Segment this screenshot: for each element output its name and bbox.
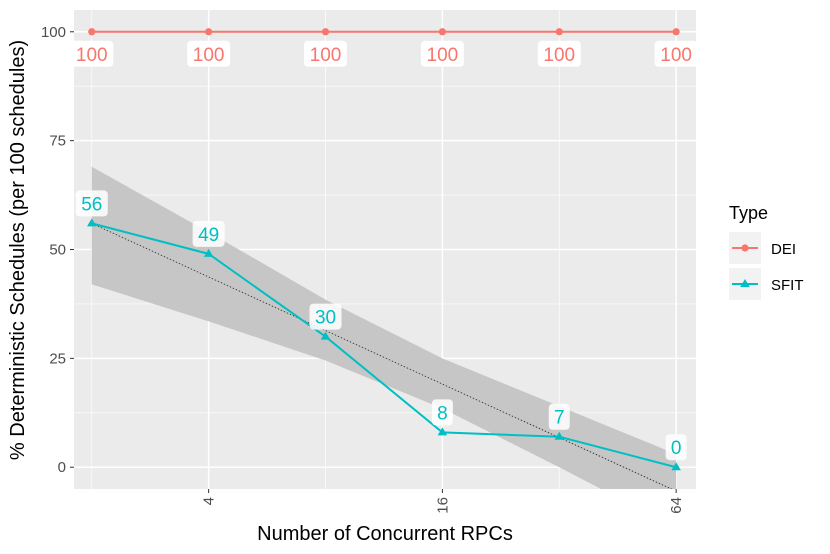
dei-data-label: 100	[537, 40, 581, 67]
sfit-data-label: 49	[192, 220, 225, 247]
sfit-label-text: 8	[437, 403, 448, 424]
x-tick-label: 4	[201, 497, 218, 505]
dei-point	[321, 28, 330, 36]
dei-point	[555, 28, 563, 36]
sfit-label-text: 49	[198, 225, 219, 246]
legend-label-sfit: SFIT	[771, 277, 804, 294]
sfit-point	[87, 218, 97, 227]
sfit-point	[437, 427, 448, 436]
legend-item-dei: DEI	[729, 232, 796, 264]
confidence-band-area	[91, 166, 677, 489]
sfit-trend-line	[91, 222, 673, 489]
dei-point	[672, 28, 680, 36]
legend-key-marker	[740, 279, 750, 287]
dei-label-text: 100	[76, 45, 108, 66]
sfit-data-label: 7	[548, 403, 570, 430]
sfit-data-label: 8	[431, 399, 453, 426]
sfit-point	[554, 431, 565, 440]
grid-major	[74, 10, 696, 489]
dei-label-text: 100	[193, 45, 225, 66]
dei-point	[438, 28, 446, 36]
sfit-point	[671, 462, 681, 471]
dei-label-box	[187, 40, 231, 67]
x-axis-title: Number of Concurrent RPCs	[257, 523, 513, 545]
dei-label-box	[304, 40, 348, 67]
sfit-label-text: 0	[671, 438, 682, 459]
sfit-data-label: 0	[665, 434, 687, 461]
y-axis-title: % Deterministic Schedules (per 100 sched…	[7, 40, 29, 460]
sfit-line	[91, 222, 677, 469]
sfit-label-box	[309, 303, 342, 330]
legend-item-sfit: SFIT	[729, 268, 804, 300]
sfit-label-box	[665, 434, 687, 461]
x-tick-label: 16	[434, 497, 451, 514]
sfit-label-box	[75, 190, 108, 217]
y-axis: 0 25 50 75 100	[41, 24, 74, 476]
y-tick-label: 25	[49, 350, 66, 367]
trend-line	[91, 222, 673, 489]
y-tick-label: 0	[58, 459, 66, 476]
legend-key-marker	[741, 244, 749, 252]
dei-data-label: 100	[654, 40, 698, 67]
dei-label-text: 100	[310, 45, 342, 66]
confidence-band	[91, 166, 677, 489]
legend-label-dei: DEI	[771, 241, 796, 258]
sfit-point	[203, 248, 214, 257]
dei-label-box	[70, 40, 114, 67]
sfit-data-label: 30	[309, 303, 342, 330]
x-axis: 4 16 64	[201, 489, 685, 514]
dei-data-label: 100	[187, 40, 231, 67]
dei-label-text: 100	[543, 45, 575, 66]
sfit-label-text: 7	[554, 408, 565, 429]
dei-point	[205, 28, 213, 36]
dei-data-label: 100	[304, 40, 348, 67]
sfit-data-label: 56	[75, 190, 108, 217]
dei-data-label: 100	[420, 40, 464, 67]
data-labels: 100 100 100 100 100 100 56 49 30 8 7 0	[70, 40, 698, 461]
dei-label-box	[420, 40, 464, 67]
sfit-label-box	[431, 399, 453, 426]
sfit-label-text: 56	[81, 194, 102, 215]
legend: Type DEI SFIT	[729, 203, 804, 300]
y-tick-label: 75	[49, 133, 66, 150]
dei-data-label: 100	[70, 40, 114, 67]
y-tick-label: 50	[49, 242, 66, 259]
series-lines	[87, 28, 681, 471]
y-tick-label: 100	[41, 24, 66, 41]
x-tick-label: 64	[668, 497, 685, 514]
sfit-point	[320, 331, 331, 340]
sfit-label-box	[192, 220, 225, 247]
sfit-label-text: 30	[315, 308, 336, 329]
dei-label-text: 100	[427, 45, 459, 66]
dei-label-box	[537, 40, 581, 67]
legend-title: Type	[729, 203, 768, 223]
dei-label-box	[654, 40, 698, 67]
dei-point	[88, 28, 96, 36]
sfit-label-box	[548, 403, 570, 430]
dei-label-text: 100	[660, 45, 692, 66]
